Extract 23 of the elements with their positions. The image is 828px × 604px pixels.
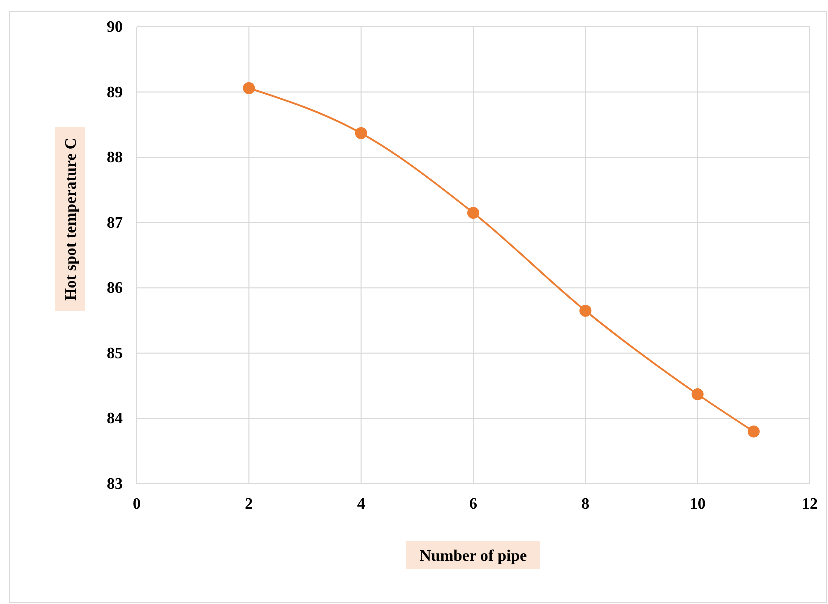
point [468, 207, 480, 220]
x-tick-label: 4 [357, 496, 366, 513]
x-tick-label: 2 [245, 496, 254, 513]
y-tick-label: 90 [107, 19, 123, 36]
x-tick-label: 8 [582, 496, 590, 513]
y-tick-label: 84 [107, 410, 123, 428]
y-tick-label: 85 [107, 345, 123, 362]
x-tick-label: 12 [802, 496, 818, 513]
y-tick-label: 83 [107, 476, 123, 493]
point [580, 304, 592, 317]
point [243, 82, 256, 94]
x-tick-label: 0 [133, 496, 141, 513]
point [748, 426, 760, 438]
point [692, 388, 704, 401]
x-tick-label: 10 [690, 496, 706, 513]
y-tick-label: 89 [107, 84, 123, 102]
y-axis-title: Hot spot temperature C [63, 138, 80, 301]
point [355, 127, 368, 140]
y-tick-label: 87 [107, 214, 123, 232]
y-tick-label: 88 [107, 150, 123, 167]
y-tick-label: 86 [107, 280, 123, 298]
x-axis-title: Number of pipe [420, 548, 528, 565]
x-tick-label: 6 [470, 496, 478, 513]
